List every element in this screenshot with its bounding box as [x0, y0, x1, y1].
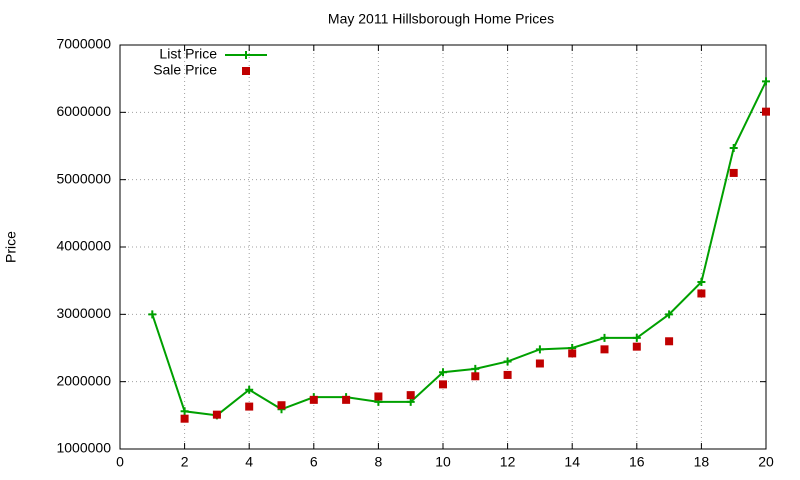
point-marker [406, 391, 415, 400]
point-marker [471, 372, 480, 381]
point-marker [471, 364, 480, 373]
point-marker [439, 368, 447, 377]
point-marker [632, 342, 641, 351]
y-axis-label: Price [3, 231, 19, 263]
y-tick-label: 2000000 [56, 372, 111, 388]
point-marker [503, 370, 512, 379]
x-tick-label: 0 [116, 454, 124, 470]
point-marker [245, 402, 254, 411]
x-tick-label: 20 [758, 454, 774, 470]
legend-marker [242, 51, 250, 59]
point-marker [212, 410, 221, 419]
x-tick-label: 18 [694, 454, 710, 470]
y-tick-label: 4000000 [56, 238, 111, 254]
point-marker [762, 77, 770, 86]
point-marker [729, 144, 738, 153]
y-tick-label: 3000000 [56, 305, 111, 321]
point-marker [632, 333, 641, 342]
y-tick-label: 6000000 [56, 103, 111, 119]
point-marker [180, 407, 189, 416]
point-marker [697, 289, 706, 298]
point-marker [729, 168, 738, 177]
point-marker [180, 414, 189, 423]
x-tick-label: 16 [629, 454, 645, 470]
point-marker [245, 385, 254, 394]
point-marker [600, 333, 609, 342]
x-tick-label: 4 [245, 454, 253, 470]
point-marker [568, 349, 577, 358]
legend-label: Sale Price [153, 62, 217, 78]
x-tick-label: 10 [435, 454, 451, 470]
x-tick-label: 2 [181, 454, 189, 470]
series-line [151, 80, 767, 417]
point-marker [439, 380, 447, 389]
legend-marker [242, 67, 250, 75]
point-marker [665, 337, 674, 346]
x-tick-label: 8 [375, 454, 383, 470]
chart-title: May 2011 Hillsborough Home Prices [328, 11, 554, 27]
plot-border [119, 44, 767, 450]
legend-label: List Price [159, 46, 217, 62]
point-marker [697, 278, 706, 287]
y-tick-label: 1000000 [56, 440, 111, 456]
point-marker [503, 357, 512, 366]
y-tick-label: 5000000 [56, 170, 111, 186]
x-tick-label: 6 [310, 454, 318, 470]
point-marker [535, 345, 544, 354]
y-tick-label: 7000000 [56, 36, 111, 52]
point-marker [309, 395, 318, 404]
x-tick-label: 12 [500, 454, 516, 470]
point-marker [277, 401, 286, 410]
point-marker [600, 345, 609, 354]
point-marker [665, 310, 674, 319]
point-marker [535, 359, 544, 368]
point-marker [374, 392, 383, 401]
x-tick-label: 14 [564, 454, 580, 470]
point-marker [406, 397, 415, 406]
point-marker [762, 107, 770, 116]
point-marker [148, 310, 157, 319]
point-marker [342, 395, 351, 404]
